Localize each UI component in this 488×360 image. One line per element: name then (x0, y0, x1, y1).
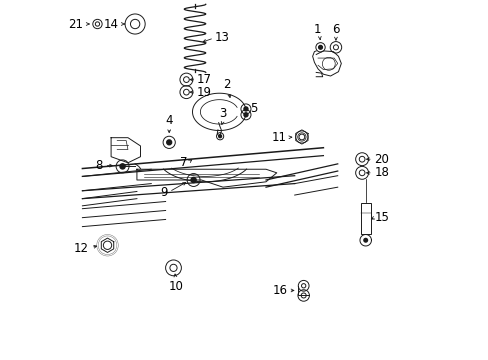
Text: 19: 19 (197, 86, 212, 99)
Circle shape (363, 238, 367, 243)
Text: 9: 9 (160, 186, 167, 199)
Text: 13: 13 (215, 31, 229, 44)
Circle shape (244, 107, 247, 111)
Text: 21: 21 (68, 18, 83, 31)
Text: 2: 2 (223, 78, 230, 91)
Circle shape (191, 177, 196, 183)
Text: 15: 15 (373, 211, 388, 224)
Bar (360, 203, 370, 234)
Text: 12: 12 (73, 242, 88, 255)
Text: 5: 5 (249, 103, 257, 116)
Text: 20: 20 (373, 153, 388, 166)
Circle shape (318, 45, 322, 49)
Text: 7: 7 (179, 156, 187, 169)
Text: 3: 3 (219, 107, 226, 120)
Text: 4: 4 (165, 114, 173, 127)
Text: 11: 11 (271, 131, 286, 144)
Circle shape (244, 113, 247, 117)
Circle shape (120, 164, 125, 169)
Circle shape (218, 135, 221, 138)
Text: 6: 6 (331, 23, 339, 36)
Text: 8: 8 (95, 159, 102, 172)
Text: 10: 10 (168, 280, 183, 293)
Text: 17: 17 (197, 73, 212, 86)
Text: 16: 16 (272, 284, 287, 297)
Text: 18: 18 (373, 166, 388, 179)
Text: 1: 1 (313, 23, 321, 36)
Circle shape (166, 140, 171, 145)
Text: 14: 14 (104, 18, 119, 31)
